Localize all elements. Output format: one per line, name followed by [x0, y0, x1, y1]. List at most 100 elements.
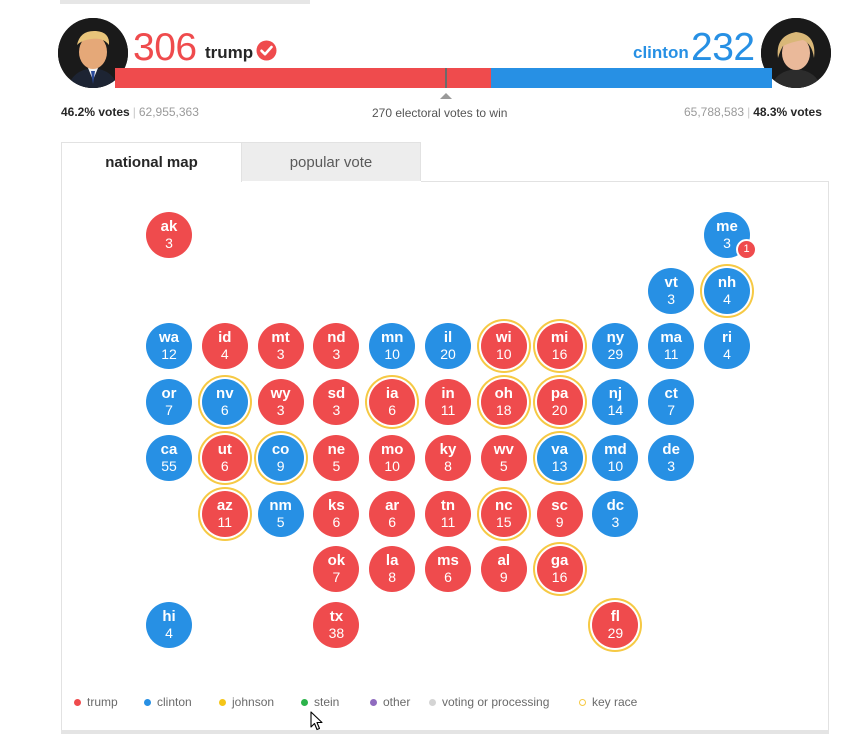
threshold-label: 270 electoral votes to win: [372, 106, 508, 120]
state-fl[interactable]: fl 29: [592, 601, 639, 648]
state-ny[interactable]: ny 29: [592, 323, 639, 370]
state-electoral-votes: 11: [440, 402, 456, 419]
state-hi[interactable]: hi 4: [146, 601, 192, 648]
state-nm[interactable]: nm 5: [257, 490, 304, 537]
state-pa[interactable]: pa 20: [536, 379, 583, 426]
trump-vote-pct: 46.2% votes: [61, 105, 130, 119]
state-wi[interactable]: wi 10: [480, 323, 527, 370]
state-electoral-votes: 10: [496, 346, 512, 363]
state-ak[interactable]: ak 3: [146, 212, 192, 258]
state-abbr: ak: [160, 218, 178, 235]
state-ri[interactable]: ri 4: [704, 323, 750, 370]
state-electoral-votes: 10: [384, 457, 400, 474]
state-ia[interactable]: ia 6: [369, 379, 416, 426]
state-oh[interactable]: oh 18: [480, 379, 527, 426]
state-la[interactable]: la 8: [369, 546, 416, 593]
trump-electoral-count: 306: [133, 26, 197, 69]
state-electoral-votes: 5: [276, 513, 285, 530]
state-abbr: nd: [327, 329, 346, 347]
state-wa[interactable]: wa 12: [146, 323, 192, 370]
state-ky[interactable]: ky 8: [425, 434, 471, 481]
state-nc[interactable]: nc 15: [480, 490, 527, 537]
state-va[interactable]: va 13: [536, 434, 583, 481]
state-tx[interactable]: tx 38: [313, 601, 360, 648]
state-abbr: oh: [494, 385, 513, 403]
legend-swatch-icon: [429, 699, 436, 706]
state-vt[interactable]: vt 3: [648, 267, 695, 314]
state-electoral-votes: 3: [165, 235, 173, 251]
legend-swatch-icon: [74, 699, 81, 706]
state-electoral-votes: 8: [388, 569, 397, 586]
state-ok[interactable]: ok 7: [313, 546, 360, 593]
state-il[interactable]: il 20: [425, 323, 471, 370]
state-electoral-votes: 3: [611, 513, 620, 530]
state-mo[interactable]: mo 10: [369, 434, 416, 481]
trump-popular-votes: 46.2% votes | 62,955,363: [61, 105, 199, 119]
state-electoral-votes: 11: [440, 513, 456, 530]
state-sd[interactable]: sd 3: [313, 379, 360, 426]
state-electoral-votes: 9: [499, 569, 508, 586]
state-ga[interactable]: ga 16: [536, 546, 583, 593]
state-electoral-votes: 3: [276, 402, 285, 419]
state-ma[interactable]: ma 11: [648, 323, 695, 370]
state-ca[interactable]: ca 55: [146, 434, 192, 481]
state-electoral-votes: 5: [332, 457, 341, 474]
state-electoral-votes: 18: [496, 402, 512, 419]
state-wy[interactable]: wy 3: [257, 379, 304, 426]
state-ut[interactable]: ut 6: [201, 434, 248, 481]
state-abbr: pa: [550, 385, 569, 403]
state-az[interactable]: az 11: [201, 490, 248, 537]
state-abbr: nv: [216, 385, 234, 403]
trump-portrait-icon: [58, 18, 128, 88]
state-de[interactable]: de 3: [648, 434, 695, 481]
state-mt[interactable]: mt 3: [257, 323, 304, 370]
state-electoral-votes: 3: [276, 346, 285, 363]
state-abbr: tn: [440, 496, 456, 514]
state-abbr: wi: [495, 329, 512, 347]
trump-vote-count: 62,955,363: [138, 105, 199, 119]
state-abbr: ne: [327, 440, 346, 458]
state-electoral-votes: 6: [444, 569, 452, 586]
state-mn[interactable]: mn 10: [369, 323, 416, 370]
clinton-name-label: clinton: [633, 43, 689, 62]
state-electoral-votes: 10: [607, 457, 624, 474]
state-abbr: ok: [327, 552, 346, 570]
state-electoral-votes: 11: [663, 346, 679, 363]
state-abbr: de: [662, 440, 680, 458]
legend-label: clinton: [157, 695, 192, 709]
state-ct[interactable]: ct 7: [648, 379, 695, 426]
divider: |: [747, 105, 751, 119]
state-electoral-votes: 16: [551, 346, 568, 363]
state-al[interactable]: al 9: [480, 546, 527, 593]
state-co[interactable]: co 9: [257, 434, 304, 481]
state-me[interactable]: me 3: [704, 212, 750, 258]
state-id[interactable]: id 4: [201, 323, 248, 370]
state-mi[interactable]: mi 16: [536, 323, 583, 370]
state-abbr: co: [271, 440, 290, 458]
state-electoral-votes: 6: [388, 513, 397, 530]
state-wv[interactable]: wv 5: [480, 434, 527, 481]
state-ms[interactable]: ms 6: [425, 546, 471, 593]
tab-popular-vote[interactable]: popular vote: [242, 142, 421, 182]
state-nv[interactable]: nv 6: [201, 379, 248, 426]
state-electoral-votes: 6: [332, 513, 341, 530]
state-abbr: ma: [660, 329, 683, 347]
state-nj[interactable]: nj 14: [592, 379, 639, 426]
tab-national-map[interactable]: national map: [61, 142, 242, 182]
legend-swatch-icon: [370, 699, 377, 706]
state-md[interactable]: md 10: [592, 434, 639, 481]
state-sc[interactable]: sc 9: [536, 490, 583, 537]
state-electoral-votes: 5: [499, 457, 508, 474]
state-ar[interactable]: ar 6: [369, 490, 416, 537]
state-dc[interactable]: dc 3: [592, 490, 639, 537]
state-electoral-votes: 9: [276, 457, 285, 474]
state-tn[interactable]: tn 11: [425, 490, 471, 537]
state-ne[interactable]: ne 5: [313, 434, 360, 481]
state-abbr: md: [604, 440, 627, 458]
state-nd[interactable]: nd 3: [313, 323, 360, 370]
state-in[interactable]: in 11: [425, 379, 471, 426]
state-nh[interactable]: nh 4: [704, 267, 750, 314]
state-ks[interactable]: ks 6: [313, 490, 360, 537]
legend-label: voting or processing: [442, 695, 550, 709]
state-or[interactable]: or 7: [146, 379, 192, 426]
